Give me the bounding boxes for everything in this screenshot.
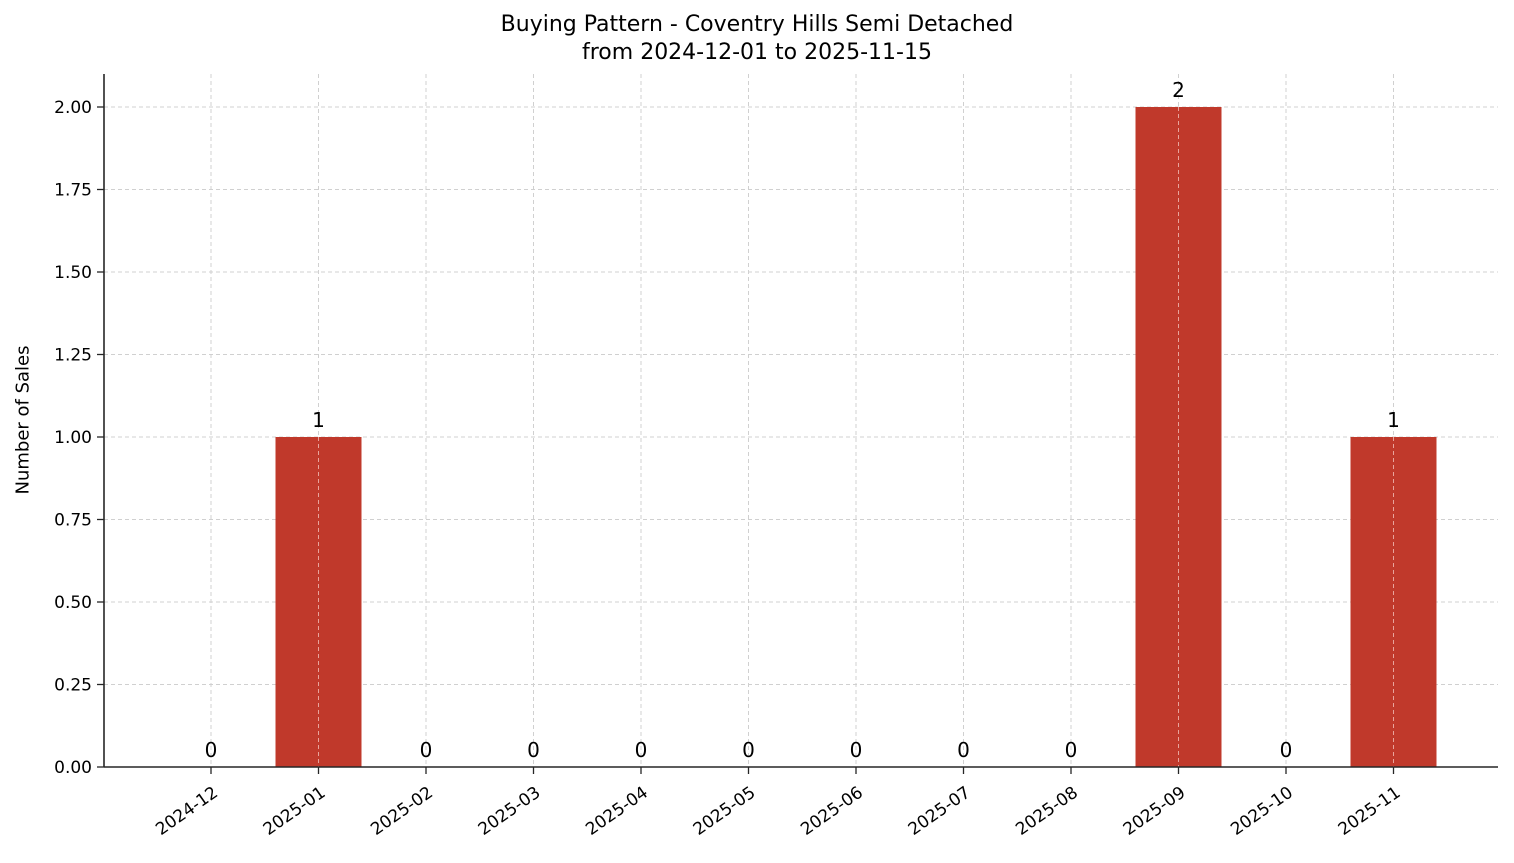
bar-value-label: 2 [1172, 78, 1185, 102]
y-tick-label: 2.00 [54, 98, 92, 118]
chart-subtitle: from 2024-12-01 to 2025-11-15 [582, 40, 932, 65]
x-tick-label: 2025-06 [797, 783, 867, 840]
bar-value-label: 1 [1387, 408, 1400, 432]
bar-value-label: 0 [420, 738, 433, 762]
y-tick-label: 1.50 [54, 263, 92, 283]
bar-value-label: 0 [635, 738, 648, 762]
bar-value-label: 0 [527, 738, 540, 762]
x-tick-label: 2025-08 [1012, 783, 1082, 840]
x-tick-label: 2025-07 [905, 783, 975, 840]
y-tick-label: 1.75 [54, 181, 92, 201]
x-tick-label: 2025-01 [260, 783, 330, 840]
bar-value-label: 0 [1065, 738, 1078, 762]
x-tick-label: 2025-09 [1120, 783, 1190, 840]
x-tick-label: 2025-02 [367, 783, 437, 840]
x-tick-label: 2025-03 [475, 783, 545, 840]
bar-value-label: 0 [1280, 738, 1293, 762]
y-tick-label: 1.25 [54, 346, 92, 366]
y-tick-label: 0.50 [54, 593, 92, 613]
y-tick-label: 0.25 [54, 676, 92, 696]
y-tick-label: 0.75 [54, 511, 92, 531]
bar-value-label: 0 [957, 738, 970, 762]
x-tick-label: 2025-04 [582, 783, 652, 840]
x-tick-label: 2025-10 [1227, 783, 1297, 840]
y-tick-label: 1.00 [54, 428, 92, 448]
bar-value-label: 0 [850, 738, 863, 762]
x-tick-label: 2024-12 [152, 783, 222, 840]
bar-value-label: 0 [742, 738, 755, 762]
bar-value-label: 1 [312, 408, 325, 432]
y-tick-label: 0.00 [54, 758, 92, 778]
x-tick-label: 2025-11 [1335, 783, 1405, 840]
x-tick-label: 2025-05 [690, 783, 760, 840]
bar-value-label: 0 [205, 738, 218, 762]
chart-title: Buying Pattern - Coventry Hills Semi Det… [500, 12, 1014, 37]
